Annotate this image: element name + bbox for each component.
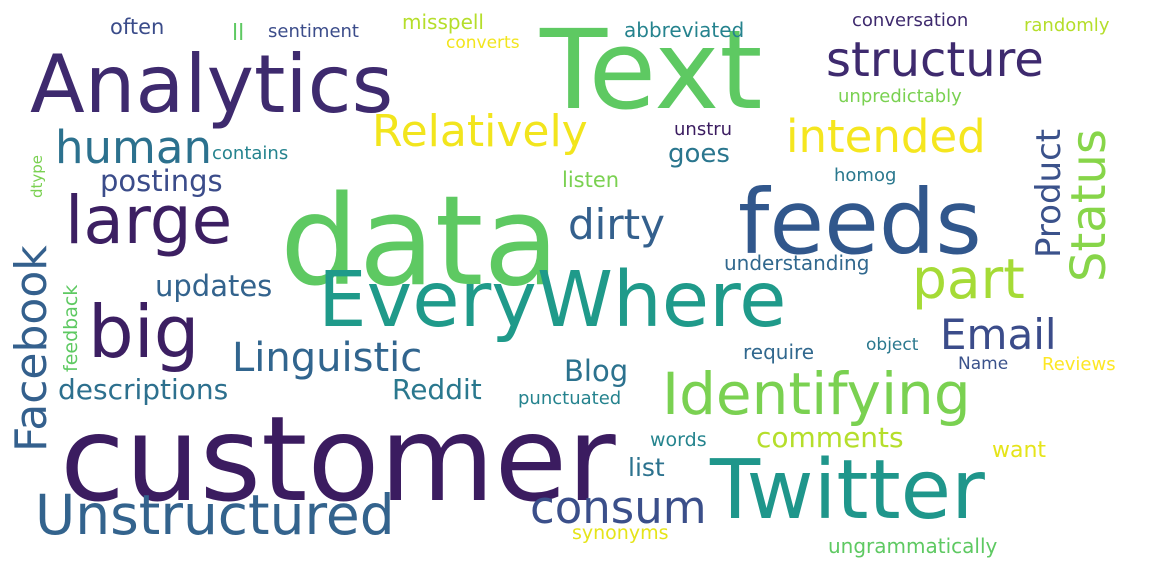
- cloud-word: comments: [756, 421, 904, 454]
- cloud-word: big: [88, 290, 200, 374]
- cloud-word: often: [110, 15, 165, 39]
- cloud-word: goes: [668, 139, 730, 169]
- cloud-word: abbreviated: [624, 18, 745, 42]
- cloud-word: Email: [940, 310, 1057, 359]
- cloud-word: Status: [1061, 129, 1117, 282]
- cloud-word: updates: [155, 269, 273, 303]
- cloud-word: Text: [540, 6, 763, 134]
- cloud-word: ll: [232, 21, 245, 46]
- cloud-word: EveryWhere: [318, 256, 787, 345]
- cloud-word: Facebook: [6, 245, 57, 452]
- cloud-word: sentiment: [268, 21, 359, 42]
- cloud-word: misspell: [402, 10, 484, 34]
- cloud-word: list: [628, 453, 665, 482]
- cloud-word: structure: [826, 32, 1044, 88]
- cloud-word: randomly: [1024, 15, 1110, 36]
- cloud-word: large: [65, 182, 233, 259]
- cloud-word: synonyms: [572, 522, 669, 544]
- cloud-word: words: [650, 429, 707, 451]
- cloud-word: want: [992, 438, 1047, 463]
- cloud-word: intended: [786, 110, 986, 163]
- cloud-word: Unstructured: [35, 483, 395, 547]
- cloud-word: converts: [446, 33, 520, 53]
- cloud-word: Name: [958, 354, 1009, 374]
- cloud-word: postings: [100, 164, 223, 198]
- cloud-word: object: [866, 335, 919, 355]
- cloud-word: dtype: [28, 154, 46, 198]
- cloud-word: Twitter: [710, 443, 985, 538]
- cloud-word: require: [743, 340, 815, 364]
- cloud-word: homog: [834, 165, 897, 186]
- cloud-word: feeds: [738, 170, 982, 274]
- cloud-word: feedback: [60, 284, 82, 372]
- cloud-word: contains: [212, 143, 289, 164]
- cloud-word: Relatively: [372, 106, 588, 157]
- cloud-word: dirty: [568, 200, 665, 249]
- cloud-word: data: [280, 170, 560, 314]
- cloud-word: unpredictably: [838, 86, 962, 107]
- cloud-word: customer: [60, 390, 616, 528]
- cloud-word: descriptions: [58, 373, 229, 406]
- cloud-word: Identifying: [662, 360, 971, 428]
- cloud-word: part: [912, 247, 1025, 311]
- cloud-word: Reddit: [392, 373, 482, 406]
- cloud-word: punctuated: [518, 388, 622, 409]
- cloud-word: human: [55, 121, 212, 174]
- cloud-word: listen: [562, 168, 620, 192]
- cloud-word: Analytics: [30, 38, 394, 131]
- cloud-word: ungrammatically: [828, 534, 998, 558]
- cloud-word: Reviews: [1042, 354, 1116, 375]
- cloud-word: Blog: [564, 354, 629, 388]
- cloud-word: unstru: [674, 119, 733, 140]
- cloud-word: Linguistic: [232, 335, 423, 381]
- cloud-word: Product: [1029, 128, 1069, 258]
- cloud-word: consum: [530, 481, 707, 534]
- cloud-word: understanding: [724, 251, 870, 275]
- cloud-word: conversation: [852, 10, 969, 31]
